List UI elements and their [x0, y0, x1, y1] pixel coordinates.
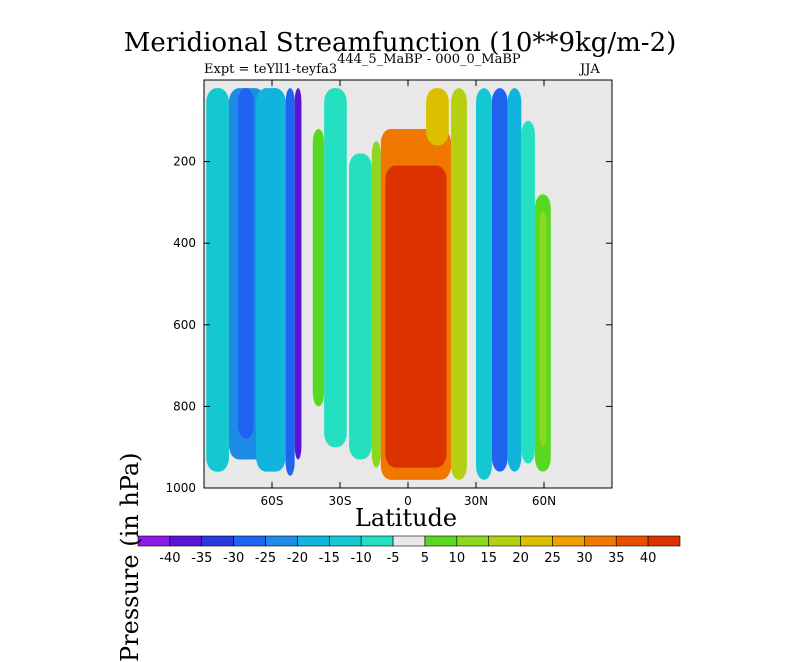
colorbar-label: 5	[421, 551, 429, 566]
colorbar-swatch	[233, 535, 266, 547]
contour-band	[294, 88, 302, 460]
colorbar-swatch	[615, 535, 649, 547]
colorbar-swatch	[360, 535, 394, 547]
colorbar-label: -5	[387, 551, 400, 566]
contour-band	[451, 88, 467, 480]
x-tick-label: 30S	[329, 494, 352, 508]
contour-band	[539, 210, 547, 448]
experiment-label: Expt = teYll1-teyfa3	[204, 62, 338, 77]
x-tick-label: 60S	[261, 494, 284, 508]
contour-band	[521, 120, 535, 464]
contour-band	[285, 88, 295, 476]
colorbar-swatch	[647, 535, 681, 547]
colorbar-swatch	[297, 535, 330, 547]
colorbar-label: -25	[255, 551, 276, 566]
experiment-period: 444_5_MaBP - 000_0_MaBP	[337, 52, 521, 67]
colorbar-label: -35	[191, 551, 212, 566]
colorbar-swatch	[552, 535, 585, 547]
colorbar-swatch	[328, 535, 362, 547]
colorbar-label: -10	[351, 551, 372, 566]
contour-band	[476, 88, 492, 480]
colorbar-label: -20	[287, 551, 308, 566]
x-tick-label: 60N	[532, 494, 556, 508]
contour-band	[312, 128, 325, 407]
colorbar-label: 40	[640, 551, 657, 566]
y-tick-label: 800	[173, 399, 196, 413]
colorbar-swatch	[201, 535, 234, 547]
y-tick-label: 200	[173, 155, 196, 169]
colorbar-swatch	[520, 535, 553, 547]
contour-band	[324, 88, 347, 448]
contour-band	[349, 153, 372, 460]
x-tick-label: 30N	[464, 494, 488, 508]
colorbar-swatch	[488, 535, 521, 547]
contour-band	[507, 88, 522, 472]
colorbar-label: 15	[480, 551, 497, 566]
streamfunction-plot: 60S 30S 0 30N 60N 200 400 600 800 1000 -40 -35 -30…	[137, 79, 681, 566]
colorbar-swatch	[392, 535, 426, 547]
x-axis-label: Latitude	[354, 504, 458, 532]
y-tick-label: 600	[173, 318, 196, 332]
colorbar-label: -30	[223, 551, 244, 566]
x-tick-label: 0	[404, 494, 412, 508]
chart-subtitle: Expt = teYll1-teyfa3444_5_MaBP - 000_0_M…	[204, 52, 521, 77]
season-label: JJA	[580, 62, 600, 77]
contour-band	[206, 88, 229, 472]
contour-band	[256, 88, 286, 472]
colorbar-label: 25	[544, 551, 561, 566]
contour-band	[426, 88, 449, 146]
colorbar-swatch	[169, 535, 203, 547]
colorbar-label: 20	[512, 551, 529, 566]
colorbar-swatch	[424, 535, 458, 547]
colorbar-label: 30	[576, 551, 593, 566]
contour-band	[238, 88, 254, 440]
colorbar-swatch	[456, 535, 490, 547]
colorbar-label: -40	[159, 551, 180, 566]
colorbar-label: 35	[608, 551, 625, 566]
y-tick-label: 1000	[165, 481, 196, 495]
contour-band	[491, 88, 508, 472]
colorbar-swatch	[265, 535, 298, 547]
y-tick-label: 400	[173, 236, 196, 250]
contour-band	[385, 165, 447, 468]
colorbar-label: 10	[449, 551, 466, 566]
contour-band	[371, 141, 381, 468]
colorbar-label: -15	[319, 551, 340, 566]
chart-title: Meridional Streamfunction (10**9kg/m-2)	[123, 28, 677, 58]
colorbar-swatch	[584, 535, 617, 547]
